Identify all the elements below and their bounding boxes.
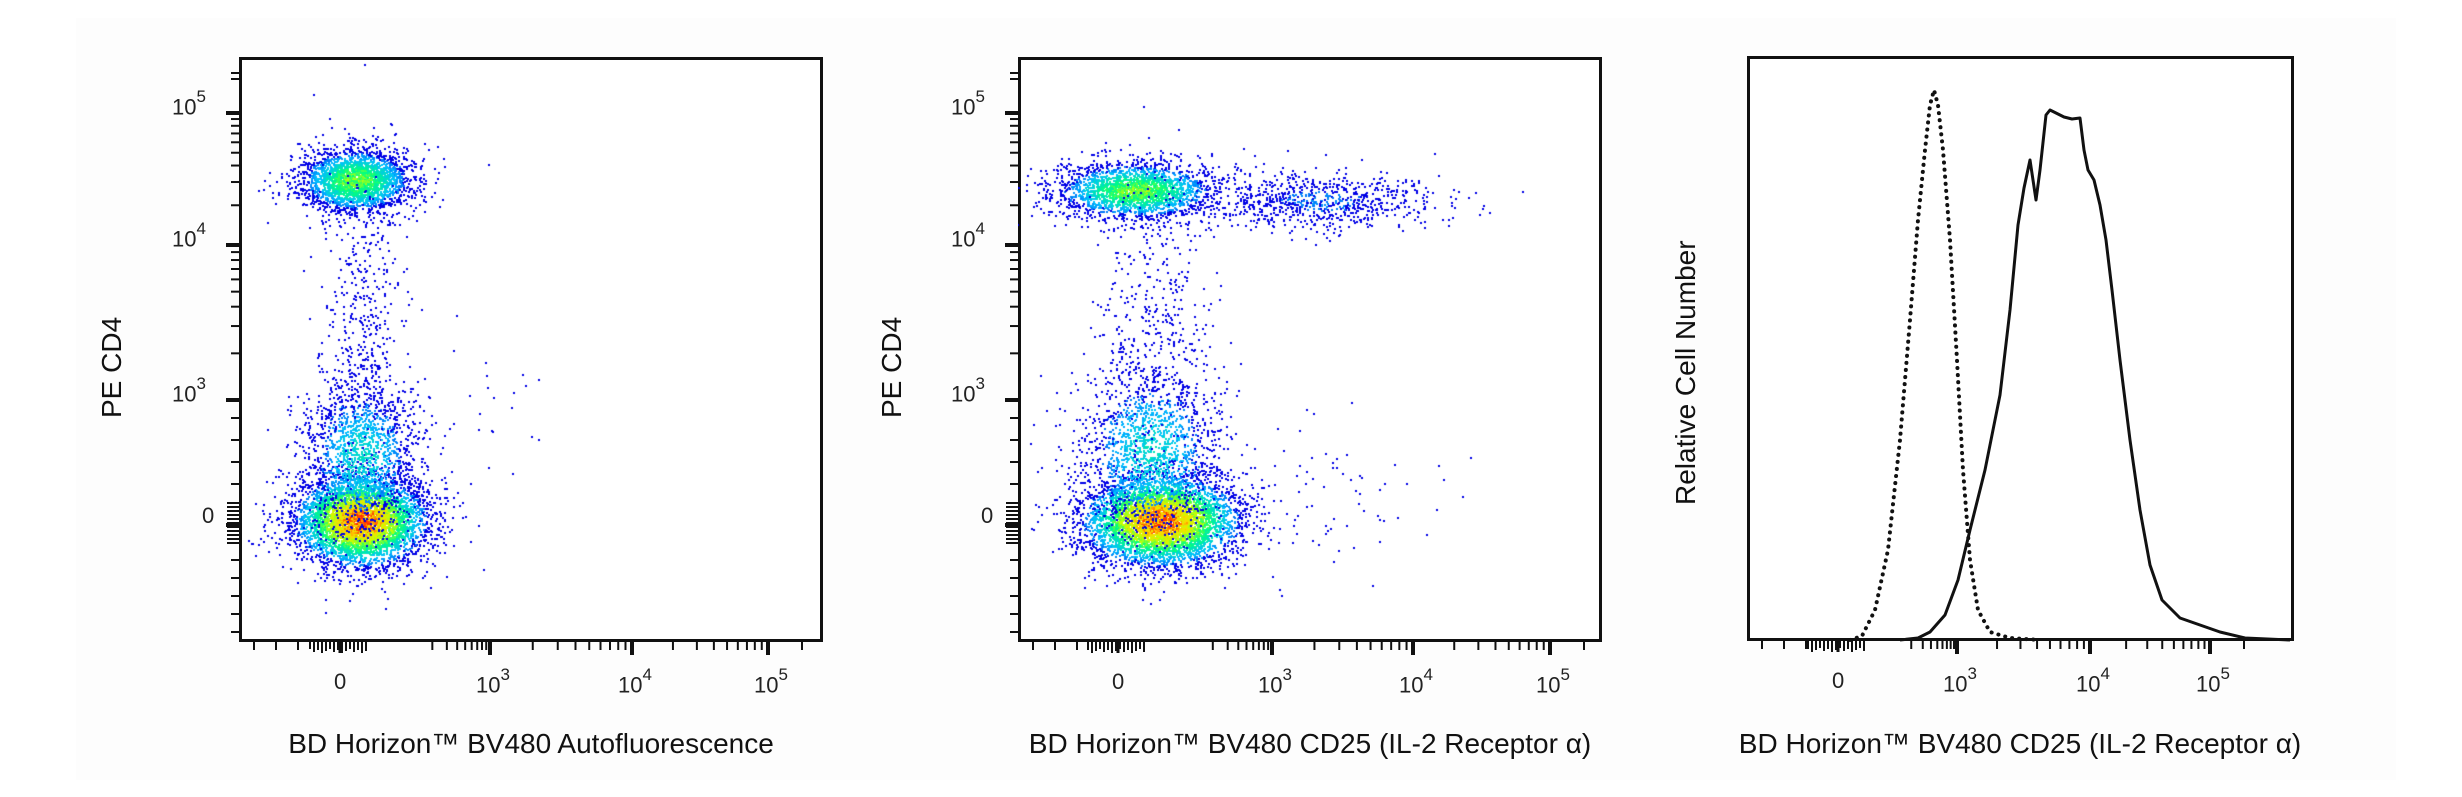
y-tick-label: 105 — [951, 87, 985, 120]
y-axis-title: Relative Cell Number — [1670, 240, 1701, 505]
x-tick-label: 0 — [1112, 669, 1125, 694]
y-tick-label: 103 — [172, 374, 206, 407]
x-tick-label: 104 — [618, 665, 652, 698]
x-tick-label: 105 — [1536, 665, 1570, 698]
y-tick-label: 0 — [202, 503, 215, 528]
y-tick-label: 104 — [172, 219, 206, 252]
x-tick-label: 105 — [754, 665, 788, 698]
density-dot-plot-autofluorescence — [239, 57, 823, 642]
y-tick-label: 103 — [951, 374, 985, 407]
x-tick-label: 0 — [334, 669, 347, 694]
isotype-control-curve — [1848, 88, 2042, 642]
x-axis-title: BD Horizon™ BV480 Autofluorescence — [288, 728, 774, 759]
x-tick-label: 103 — [1943, 664, 1977, 697]
plot-area-cd25-histogram — [1747, 56, 2294, 641]
x-tick-label: 105 — [2196, 664, 2230, 697]
x-tick-label: 103 — [1258, 665, 1292, 698]
x-axis-title: BD Horizon™ BV480 CD25 (IL-2 Receptor α) — [1028, 728, 1592, 759]
y-tick-label: 105 — [172, 87, 206, 120]
x-tick-label: 0 — [1832, 668, 1845, 693]
density-dot-plot-cd25 — [1018, 57, 1602, 642]
x-tick-label: 103 — [476, 665, 510, 698]
x-tick-label: 104 — [2076, 664, 2110, 697]
y-tick-label: 0 — [981, 503, 994, 528]
x-tick-label: 104 — [1399, 665, 1433, 698]
x-axis-title: BD Horizon™ BV480 CD25 (IL-2 Receptor α) — [1738, 728, 2302, 759]
y-tick-label: 104 — [951, 219, 985, 252]
cd25-stained-curve — [1899, 108, 2291, 642]
